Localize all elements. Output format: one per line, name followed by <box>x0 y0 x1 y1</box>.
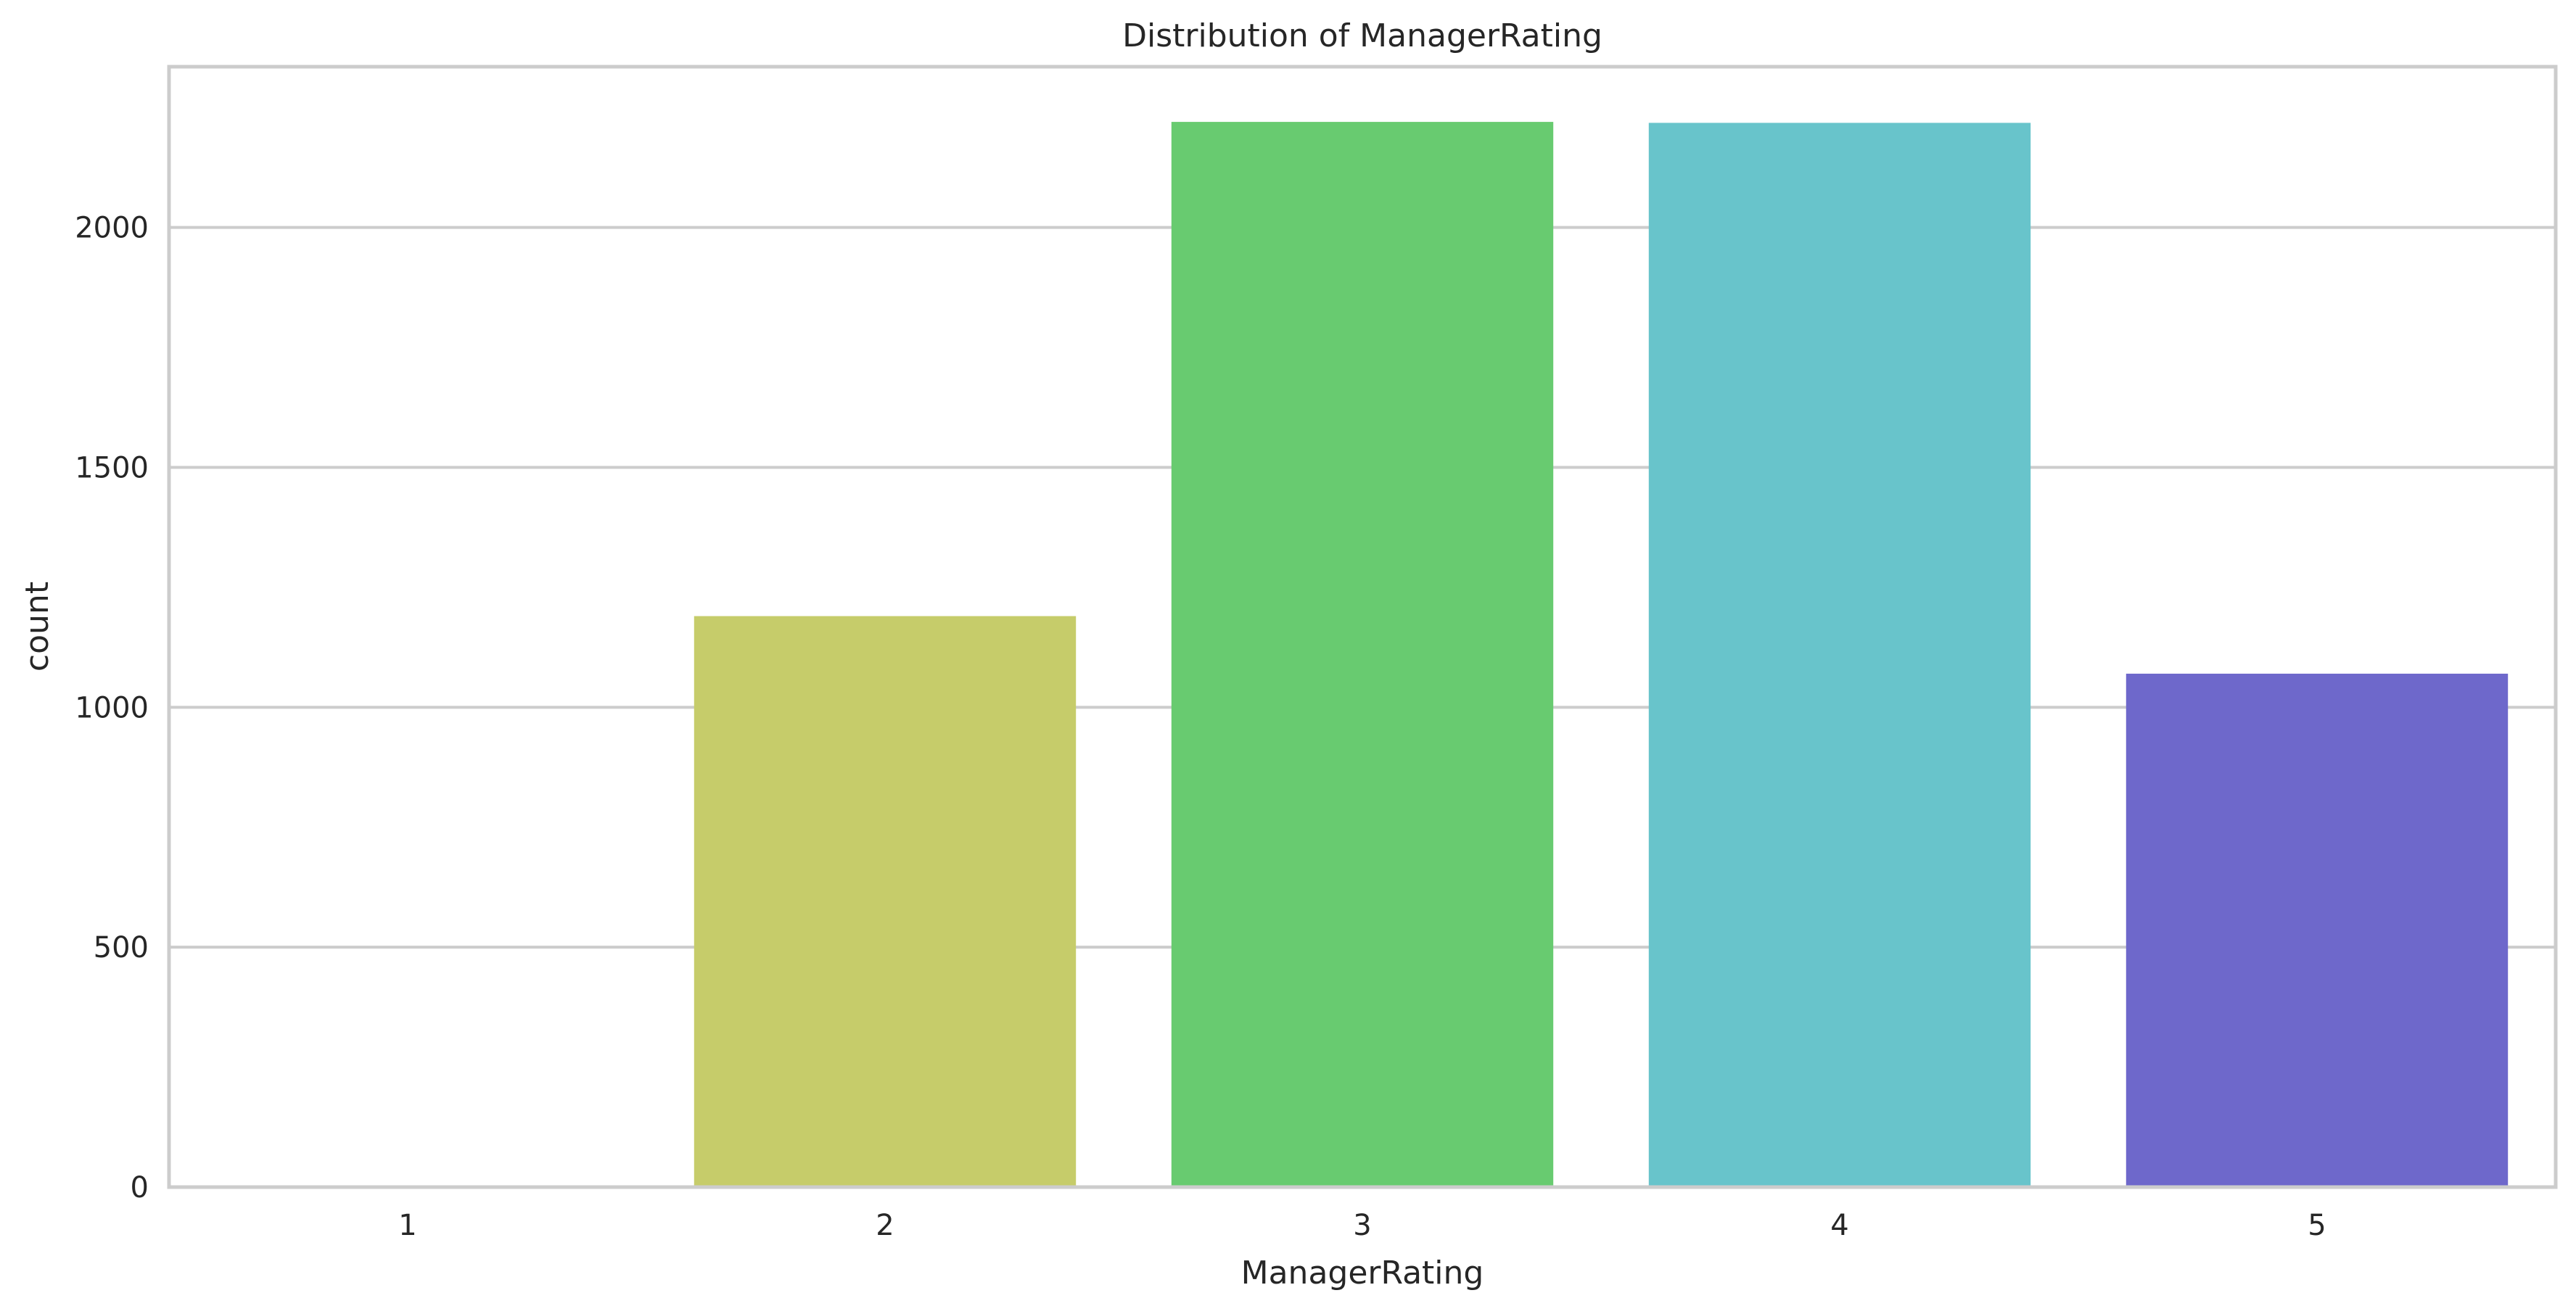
y-tick-label-1: 500 <box>94 931 149 964</box>
y-tick-label-4: 2000 <box>75 212 149 245</box>
x-tick-label-2: 2 <box>876 1209 894 1242</box>
x-tick-label-1: 1 <box>398 1209 416 1242</box>
y-tick-label-0: 0 <box>131 1171 149 1204</box>
axes-spines <box>167 65 2558 1189</box>
x-tick-label-3: 3 <box>1353 1209 1371 1242</box>
bar-5 <box>2126 674 2509 1187</box>
bars <box>694 122 2509 1188</box>
axes-frame <box>167 65 2558 1189</box>
bar-3 <box>1171 122 1554 1188</box>
y-tick-labels: 0 500 1000 1500 2000 <box>75 212 149 1204</box>
chart-title: Distribution of ManagerRating <box>1122 17 1602 54</box>
x-tick-label-4: 4 <box>1830 1209 1848 1242</box>
bar-4 <box>1648 123 2031 1188</box>
y-tick-label-2: 1000 <box>75 691 149 724</box>
y-tick-label-3: 1500 <box>75 451 149 484</box>
x-axis-label: ManagerRating <box>1241 1255 1484 1292</box>
x-tick-label-5: 5 <box>2308 1209 2326 1242</box>
y-axis-label: count <box>19 582 56 672</box>
bar-2 <box>694 616 1077 1187</box>
x-tick-labels: 1 2 3 4 5 <box>398 1209 2326 1242</box>
